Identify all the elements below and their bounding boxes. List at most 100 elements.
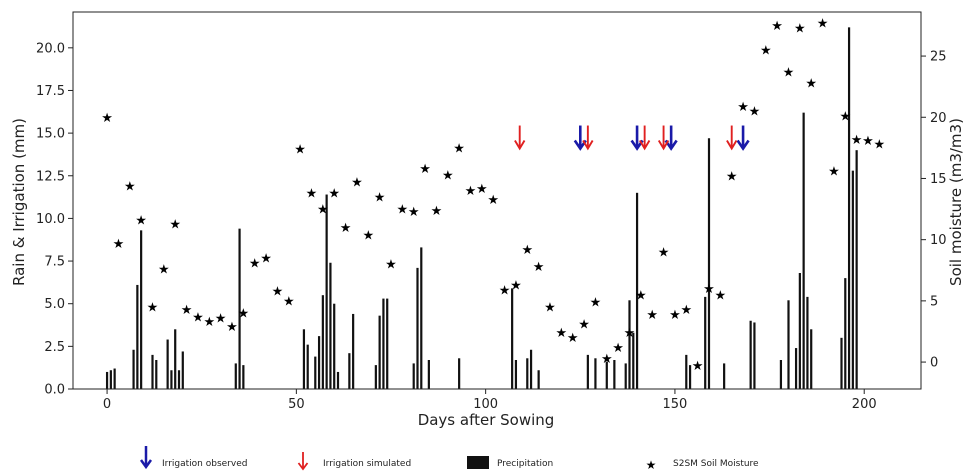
- precipitation-bar: [749, 320, 752, 389]
- precipitation-bar: [386, 298, 389, 389]
- soil-moisture-point: ★: [578, 318, 590, 333]
- precipitation-bar: [794, 348, 798, 389]
- precipitation-bar: [635, 192, 639, 389]
- soil-moisture-point: ★: [328, 187, 340, 202]
- precipitation-bar: [685, 354, 688, 389]
- precipitation-bars: [105, 27, 858, 390]
- precipitation-bar: [753, 322, 756, 389]
- soil-moisture-point: ★: [805, 76, 817, 91]
- soil-moisture-point: ★: [658, 245, 670, 260]
- precipitation-bar: [382, 298, 385, 389]
- legend-label-precipitation: Precipitation: [497, 459, 553, 469]
- soil-moisture-point: ★: [703, 282, 715, 297]
- soil-moisture-point: ★: [442, 168, 454, 183]
- irrigation-observed-arrow: [573, 125, 587, 151]
- precipitation-bar: [628, 300, 631, 389]
- soil-moisture-point: ★: [249, 256, 261, 271]
- soil-moisture-point: ★: [374, 190, 386, 205]
- soil-moisture-point: ★: [158, 263, 170, 278]
- precipitation-bar: [723, 363, 726, 389]
- legend-item-soil-moisture: ★ S2SM Soil Moisture: [646, 458, 759, 472]
- irrigation-simulated-arrow: [514, 125, 526, 151]
- precipitation-bar: [105, 371, 109, 389]
- precipitation-bar: [314, 356, 317, 389]
- x-tick-label: 150: [663, 397, 688, 412]
- precipitation-bar: [779, 360, 783, 389]
- soil-moisture-point: ★: [510, 278, 522, 293]
- soil-moisture-point: ★: [260, 252, 272, 267]
- soil-moisture-point: ★: [238, 307, 250, 322]
- legend-item-observed: Irrigation observed: [139, 446, 247, 470]
- soil-moisture-point: ★: [215, 312, 227, 327]
- soil-moisture-point: ★: [272, 285, 284, 300]
- precipitation-bar: [605, 361, 608, 389]
- precipitation-bar: [806, 296, 809, 389]
- x-tick-label: 50: [288, 397, 305, 412]
- irrigation-observed-arrow-head: [736, 139, 750, 151]
- soil-moisture-point: ★: [646, 308, 658, 323]
- precipitation-bar: [847, 27, 851, 389]
- soil-moisture-point: ★: [851, 133, 863, 148]
- precipitation-bar: [514, 360, 518, 389]
- legend-observed-arrow-icon: [139, 446, 153, 470]
- soil-moisture-point: ★: [567, 331, 579, 346]
- precipitation-bar: [704, 296, 707, 389]
- x-tick-label: 100: [473, 397, 498, 412]
- soil-moisture-point: ★: [715, 288, 727, 303]
- precipitation-bar: [177, 370, 181, 389]
- precipitation-bar: [688, 365, 692, 389]
- irrigation-observed-arrow: [664, 125, 678, 151]
- soil-moisture-point: ★: [283, 294, 295, 309]
- precipitation-bar: [234, 363, 237, 389]
- precipitation-bar: [329, 262, 332, 389]
- soil-moisture-point: ★: [839, 110, 851, 125]
- y2-tick-label: 0: [930, 356, 938, 371]
- irrigation-simulated-arrow: [657, 125, 670, 151]
- legend-label-observed: Irrigation observed: [162, 459, 247, 469]
- soil-moisture-point: ★: [680, 303, 692, 318]
- y2-axis-title: Soil moisture (m3/m3): [947, 118, 965, 286]
- soil-moisture-point: ★: [499, 283, 511, 298]
- precipitation-bar: [306, 344, 309, 389]
- irrigation-simulated-arrow-head: [726, 140, 738, 151]
- soil-moisture-point: ★: [306, 187, 318, 202]
- precipitation-bar: [181, 351, 184, 389]
- precipitation-bar: [170, 370, 173, 389]
- irrigation-simulated-arrow-head: [582, 140, 594, 151]
- precipitation-bar: [113, 368, 116, 389]
- irrigation-simulated-arrow-head: [639, 140, 651, 151]
- soil-moisture-point: ★: [124, 179, 136, 194]
- precipitation-bar: [526, 358, 529, 389]
- precipitation-bar: [412, 363, 415, 389]
- precipitation-bar: [632, 332, 635, 389]
- soil-moisture-point: ★: [521, 243, 533, 258]
- x-axis-title: Days after Sowing: [418, 411, 555, 429]
- soil-moisture-point: ★: [294, 143, 306, 158]
- precipitation-bar: [458, 358, 461, 389]
- plot-frame: [72, 11, 922, 390]
- precipitation-bar: [136, 284, 139, 389]
- soil-moisture-point: ★: [431, 204, 443, 219]
- soil-moisture-point: ★: [601, 352, 613, 367]
- legend-simulated-arrow-icon: [297, 452, 309, 471]
- irrigation-simulated-arrow-head: [657, 140, 670, 151]
- y-tick-label: 17.5: [36, 84, 65, 99]
- legend-item-precipitation: Precipitation: [467, 456, 553, 469]
- precipitation-bar: [844, 278, 847, 389]
- precipitation-bar: [802, 112, 805, 390]
- precipitation-bar: [707, 138, 711, 389]
- soil-moisture-point: ★: [635, 288, 647, 303]
- soil-moisture-point: ★: [556, 326, 568, 341]
- precipitation-bar: [798, 273, 801, 389]
- irrigation-simulated-arrow: [639, 125, 651, 151]
- precipitation-bar: [302, 329, 306, 389]
- soil-moisture-point: ★: [817, 17, 829, 32]
- precipitation-bar: [374, 365, 377, 389]
- soil-moisture-point: ★: [783, 65, 795, 80]
- soil-moisture-point: ★: [362, 228, 374, 243]
- soil-moisture-point: ★: [624, 326, 636, 341]
- soil-moisture-point: ★: [113, 237, 125, 252]
- irrigation-observed-arrow: [630, 125, 644, 151]
- x-tick-label: 200: [852, 397, 877, 412]
- soil-moisture-point: ★: [487, 193, 499, 208]
